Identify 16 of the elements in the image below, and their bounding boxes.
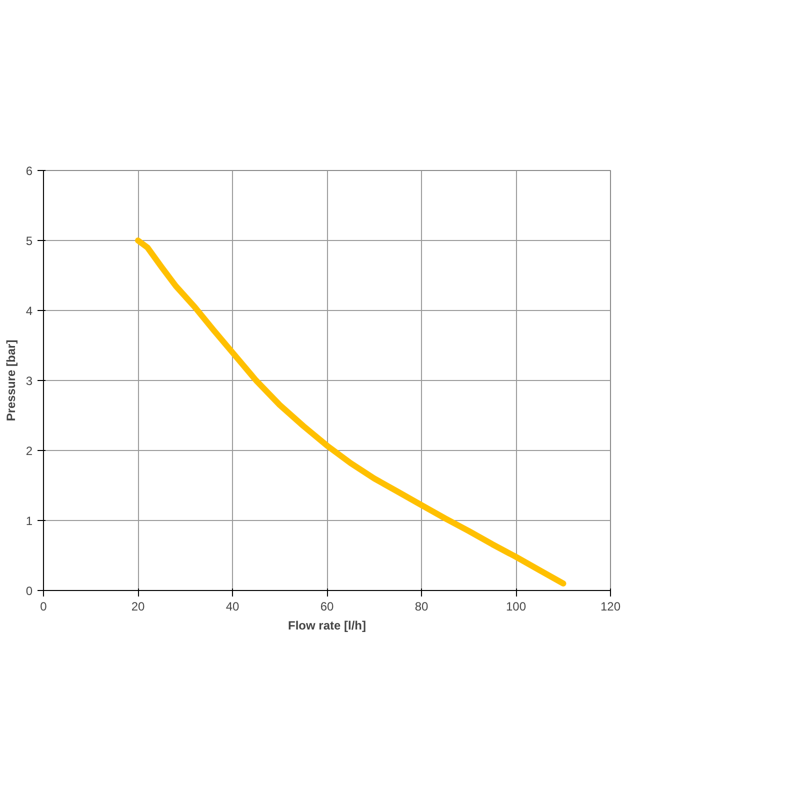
y-tick-label: 2 [26,444,33,458]
x-tick-label: 0 [40,600,48,614]
x-axis-title: Flow rate [l/h] [288,618,366,632]
y-tick-label: 4 [26,304,33,318]
y-tick-label: 0 [26,584,33,598]
x-tick-label: 40 [226,600,240,614]
x-tick-label: 20 [131,600,145,614]
y-tick-label: 5 [26,234,33,248]
y-tick-label: 1 [26,514,33,528]
y-tick-label: 6 [26,164,33,178]
y-tick-label: 3 [26,374,33,388]
x-tick-label: 60 [320,600,334,614]
y-axis-title: Pressure [bar] [4,340,18,422]
x-tick-label: 80 [414,600,428,614]
x-tick-label: 100 [506,600,526,614]
x-tick-label: 120 [600,600,621,614]
